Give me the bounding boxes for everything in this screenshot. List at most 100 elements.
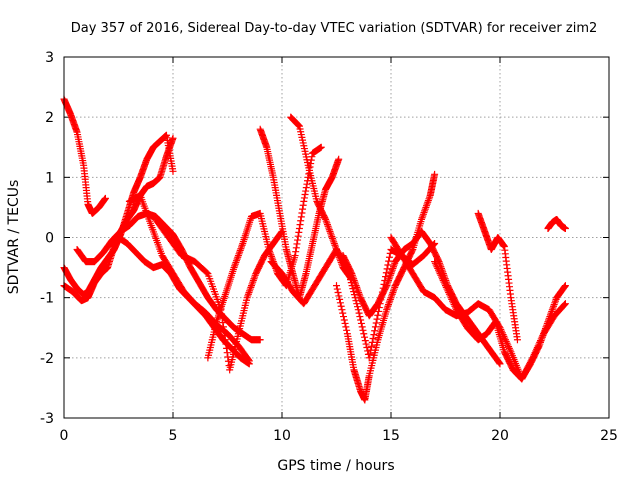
data-point-interp (221, 336, 229, 344)
data-point-interp (361, 337, 369, 345)
data-point-interp (219, 323, 227, 331)
data-point-interp (386, 297, 394, 305)
data-point-interp (423, 202, 431, 210)
data-point-interp (330, 238, 338, 246)
data-point-interp (446, 292, 454, 300)
data-point-interp (371, 323, 379, 331)
series-track-g (152, 215, 286, 374)
data-point-interp (336, 299, 344, 307)
data-point-interp (536, 340, 544, 348)
data-point-interp (385, 275, 393, 283)
data-point-interp (389, 289, 397, 297)
data-point-interp (350, 275, 358, 283)
data-point-interp (418, 214, 426, 222)
data-point (330, 240, 338, 248)
data-point-interp (439, 276, 447, 284)
data-point (169, 167, 177, 175)
data-point-interp (449, 297, 457, 305)
data-point-interp (244, 290, 252, 298)
data-point-interp (385, 253, 393, 261)
data-point-interp (232, 258, 240, 266)
data-point-interp (294, 121, 302, 129)
data-point-interp (388, 292, 396, 300)
data-point-interp (386, 271, 394, 279)
data-point-interp (421, 205, 429, 213)
data-point-interp (247, 283, 255, 291)
data-point-interp (338, 306, 346, 314)
data-point-interp (297, 217, 305, 225)
data-point-interp (294, 232, 302, 240)
data-point-interp (383, 304, 391, 312)
data-point-interp (340, 316, 348, 324)
data-point-interp (353, 285, 361, 293)
data-point-interp (561, 301, 569, 309)
data-points (60, 95, 569, 404)
data-point (544, 318, 552, 326)
x-tick-label: 20 (491, 428, 509, 444)
data-point-interp (432, 261, 440, 269)
data-point-interp (389, 263, 397, 271)
data-point-interp (384, 261, 392, 269)
data-point-interp (441, 280, 449, 288)
data-point-interp (359, 326, 367, 334)
data-point-interp (236, 246, 244, 254)
data-point-interp (298, 209, 306, 217)
data-point-interp (302, 187, 310, 195)
data-point-interp (426, 193, 434, 201)
data-point-interp (437, 271, 445, 279)
y-tick-label: -3 (40, 411, 54, 427)
data-point-interp (237, 245, 245, 253)
data-point-interp (389, 264, 397, 272)
data-point-interp (329, 236, 337, 244)
data-point-interp (236, 248, 244, 256)
data-point (383, 306, 391, 314)
data-point-interp (292, 244, 300, 252)
x-tick-label: 0 (60, 428, 69, 444)
data-point-interp (373, 315, 381, 323)
data-point-interp (331, 241, 339, 249)
data-point-interp (231, 262, 239, 270)
data-point-interp (356, 292, 364, 300)
data-point-interp (328, 234, 336, 242)
data-point-interp (425, 195, 433, 203)
data-point (348, 270, 356, 278)
data-point (561, 282, 569, 290)
y-tick-label: -1 (40, 291, 54, 307)
data-point-interp (434, 256, 442, 264)
data-point-interp (234, 252, 242, 260)
data-point-interp (537, 337, 545, 345)
data-point-interp (538, 335, 546, 343)
data-point-interp (561, 282, 569, 290)
data-point-interp (247, 282, 255, 290)
data-point-interp (539, 331, 547, 339)
data-point-interp (388, 290, 396, 298)
data-point-interp (535, 343, 543, 351)
data-point-interp (435, 268, 443, 276)
data-point (169, 134, 177, 142)
data-point-interp (348, 271, 356, 279)
data-point-interp (334, 289, 342, 297)
data-point-interp (333, 285, 341, 293)
data-point-interp (219, 319, 227, 327)
data-point (383, 282, 391, 290)
data-point-interp (244, 292, 252, 300)
data-point (317, 143, 325, 151)
data-point-interp (357, 319, 365, 327)
data-point-interp (444, 287, 452, 295)
data-point-interp (408, 247, 416, 255)
data-point-interp (251, 273, 259, 281)
data-point-interp (353, 300, 361, 308)
data-point-interp (545, 316, 553, 324)
data-point-interp (382, 283, 390, 291)
y-tick-label: 1 (45, 170, 54, 186)
data-point-interp (541, 326, 549, 334)
data-point-interp (388, 266, 396, 274)
data-point (442, 282, 449, 290)
data-point-interp (362, 340, 370, 348)
data-point (513, 336, 521, 344)
series-track-a (60, 95, 109, 217)
data-point-interp (433, 263, 441, 271)
data-point-interp (385, 276, 393, 284)
data-point-interp (450, 301, 458, 309)
data-point-interp (245, 289, 253, 297)
